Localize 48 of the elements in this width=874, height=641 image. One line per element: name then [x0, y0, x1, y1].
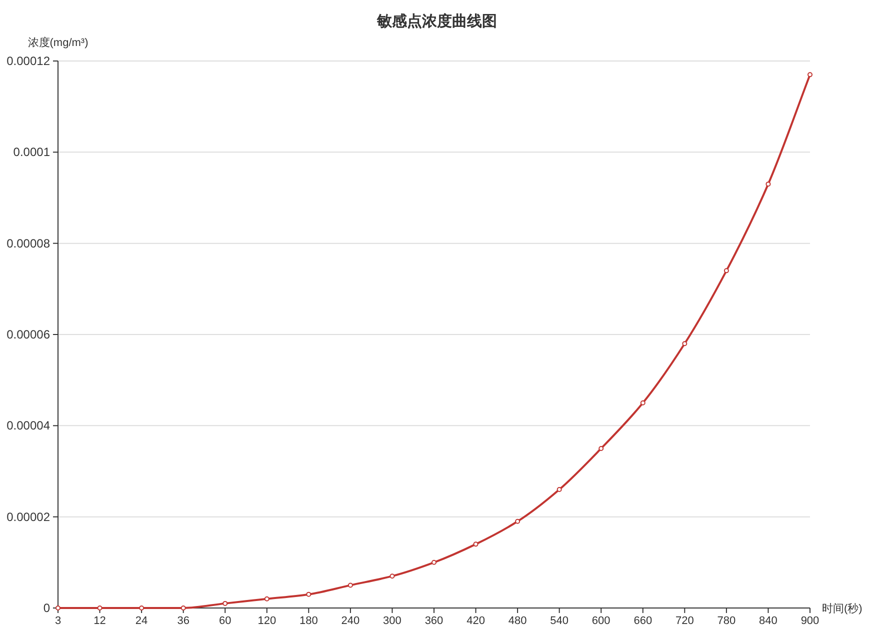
point	[180, 606, 186, 610]
point	[432, 560, 436, 565]
x-tick-label: 60	[218, 615, 232, 627]
point	[515, 518, 520, 524]
point	[97, 606, 102, 610]
x-tick-label: 300	[383, 615, 402, 627]
x-tick-label: 720	[675, 615, 694, 627]
point	[724, 268, 729, 274]
point	[348, 582, 353, 588]
x-tick-label: 840	[759, 615, 778, 627]
point	[264, 596, 270, 602]
point	[766, 182, 771, 187]
x-tick-label: 900	[800, 615, 820, 627]
point	[556, 486, 562, 492]
point	[598, 446, 604, 451]
y-tick-label: 0.00008	[6, 236, 50, 250]
point	[306, 592, 312, 597]
y-tick-label: 0.00004	[6, 418, 50, 433]
x-tick-label: 12	[94, 615, 106, 627]
point	[473, 542, 478, 547]
x-tick-label: 360	[424, 615, 444, 627]
point	[139, 606, 144, 610]
x-tick-label: 540	[550, 615, 569, 627]
x-tick-label: 600	[592, 615, 610, 627]
y-axis-title: 浓度(mg/m³)	[28, 36, 88, 49]
y-tick-label: 0	[43, 601, 50, 615]
x-tick-label: 3	[54, 615, 62, 627]
x-tick-label: 240	[341, 615, 360, 627]
x-tick-label: 36	[177, 615, 190, 627]
point	[682, 341, 688, 346]
point	[222, 600, 228, 606]
chart-title: 敏感点浓度曲线图	[376, 12, 497, 30]
point	[808, 72, 812, 78]
y-tick-label: 0.00006	[6, 328, 50, 342]
y-tick-label: 0.00012	[6, 54, 50, 68]
x-tick-label: 480	[508, 615, 527, 627]
x-tick-label: 780	[717, 615, 736, 627]
x-axis-title: 时间(秒)	[822, 602, 862, 615]
x-tick-label: 180	[299, 615, 318, 627]
point	[56, 606, 60, 610]
x-tick-label: 420	[466, 615, 485, 627]
x-tick-label: 24	[135, 615, 148, 627]
point	[640, 400, 646, 406]
x-tick-label: 120	[258, 615, 276, 627]
point	[390, 574, 395, 579]
x-tick-label: 660	[634, 615, 652, 627]
y-tick-label: 0.00002	[6, 510, 50, 524]
y-tick-label: 0.0001	[13, 145, 50, 160]
